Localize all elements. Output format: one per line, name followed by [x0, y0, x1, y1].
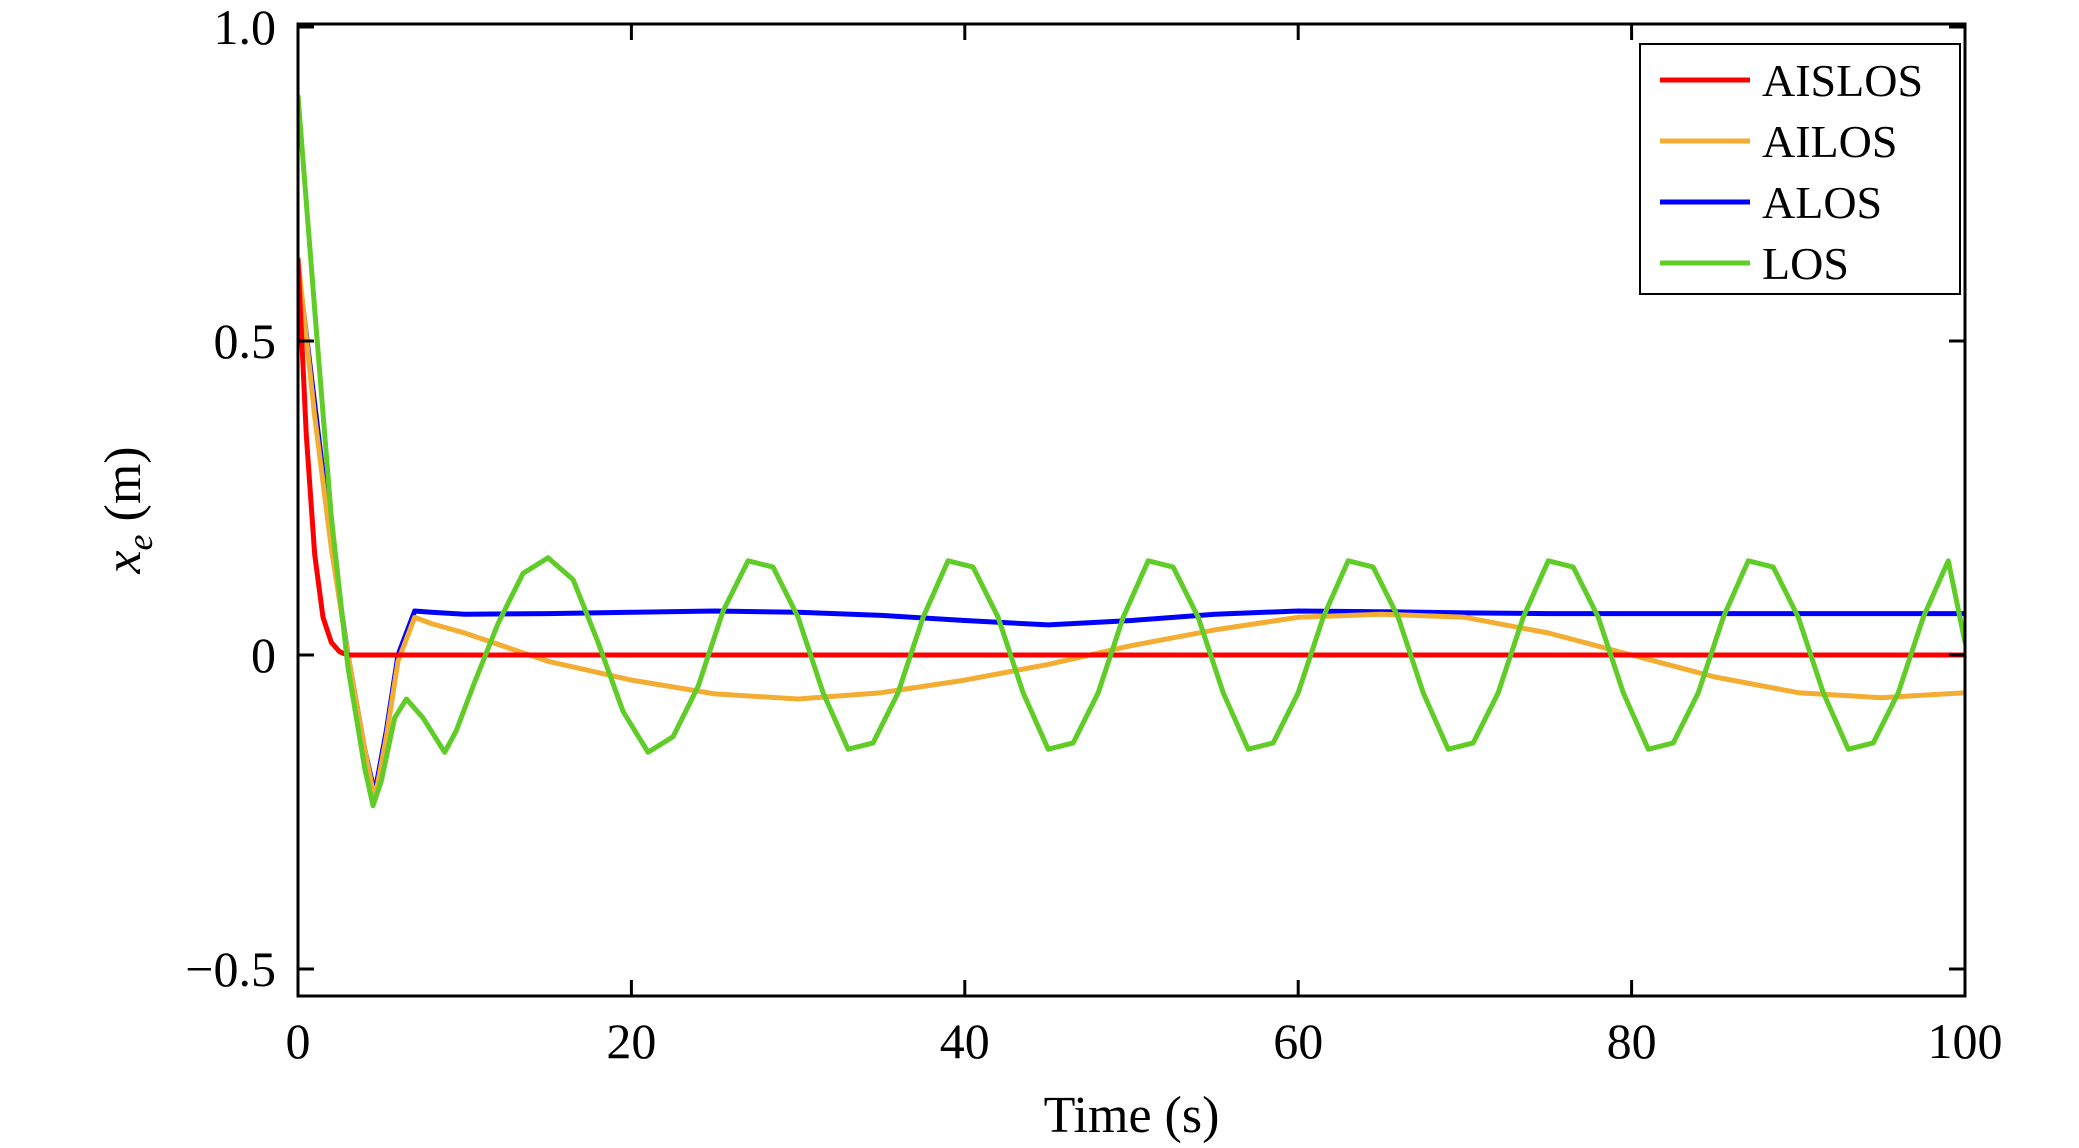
series-group	[298, 93, 1965, 809]
series-line-los	[298, 93, 1965, 809]
x-tick-label: 0	[286, 1013, 311, 1069]
x-tick-label: 60	[1273, 1013, 1323, 1069]
legend-label: AISLOS	[1762, 55, 1923, 106]
x-tick-label: 20	[606, 1013, 656, 1069]
legend-item-alos: ALOS	[1660, 177, 1882, 228]
legend-item-los: LOS	[1660, 238, 1849, 289]
y-tick-label: −0.5	[185, 941, 276, 997]
y-tick-label: 0	[251, 627, 276, 683]
axes	[296, 22, 1967, 998]
x-tick-label: 40	[940, 1013, 990, 1069]
x-tick-label: 80	[1607, 1013, 1657, 1069]
series-line-aislos	[298, 256, 1965, 658]
y-axis-label-symbol: x	[95, 550, 152, 574]
y-axis-label: xe (m)	[95, 446, 160, 574]
legend: AISLOS AILOS ALOS LOS	[1639, 43, 1961, 295]
y-tick-label: 0.5	[214, 313, 277, 369]
legend-label: AILOS	[1762, 116, 1897, 167]
x-tick-label: 100	[1928, 1013, 2003, 1069]
y-axis-label-unit: (m)	[95, 446, 152, 534]
legend-item-aislos: AISLOS	[1660, 55, 1923, 106]
series-line-ailos	[298, 256, 1965, 802]
legend-label: LOS	[1762, 238, 1849, 289]
x-axis-label: Time (s)	[1044, 1087, 1220, 1144]
plot-area	[298, 93, 1965, 809]
legend-box	[1639, 43, 1961, 295]
y-tick-label: 1.0	[214, 0, 277, 55]
y-axis-label-subscript: e	[120, 534, 160, 550]
legend-label: ALOS	[1762, 177, 1882, 228]
legend-item-ailos: AILOS	[1660, 116, 1897, 167]
axes-frame	[296, 22, 1967, 998]
